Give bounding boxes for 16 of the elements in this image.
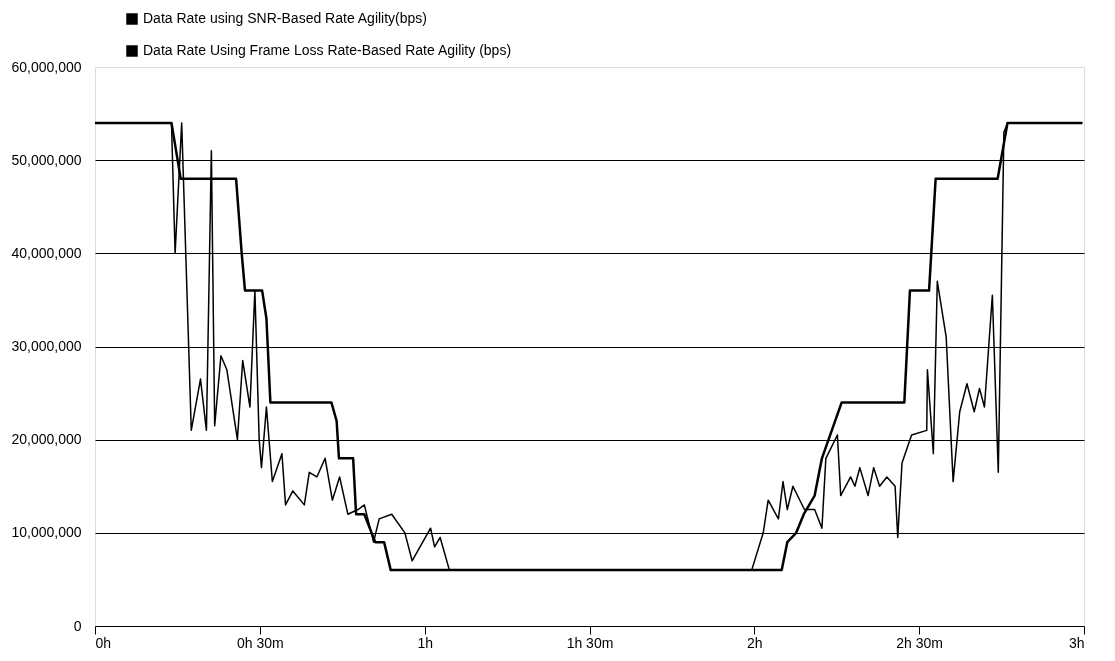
y-tick-label: 50,000,000 — [11, 151, 82, 168]
y-tick-label: 40,000,000 — [11, 244, 82, 261]
x-tick-label: 1h 30m — [566, 634, 614, 651]
x-tick-label: 1h — [417, 634, 433, 651]
y-tick-label: 60,000,000 — [11, 58, 82, 75]
y-tick-label: 20,000,000 — [11, 431, 82, 448]
legend-label: Data Rate Using Frame Loss Rate-Based Rate Agility (bps) — [143, 42, 512, 58]
x-tick-label: 2h 30m — [896, 634, 944, 651]
x-tick-label: 3h — [1068, 634, 1085, 651]
y-tick-label: 0 — [73, 617, 82, 634]
y-tick-label: 10,000,000 — [11, 524, 82, 541]
y-tick-label: 30,000,000 — [11, 338, 82, 354]
x-tick-label: 0h 30m — [236, 634, 284, 651]
legend-label: Data Rate using SNR-Based Rate Agility(bps) — [143, 10, 428, 26]
x-tick-label: 2h — [747, 634, 763, 651]
x-tick-label: 0h — [95, 634, 112, 651]
